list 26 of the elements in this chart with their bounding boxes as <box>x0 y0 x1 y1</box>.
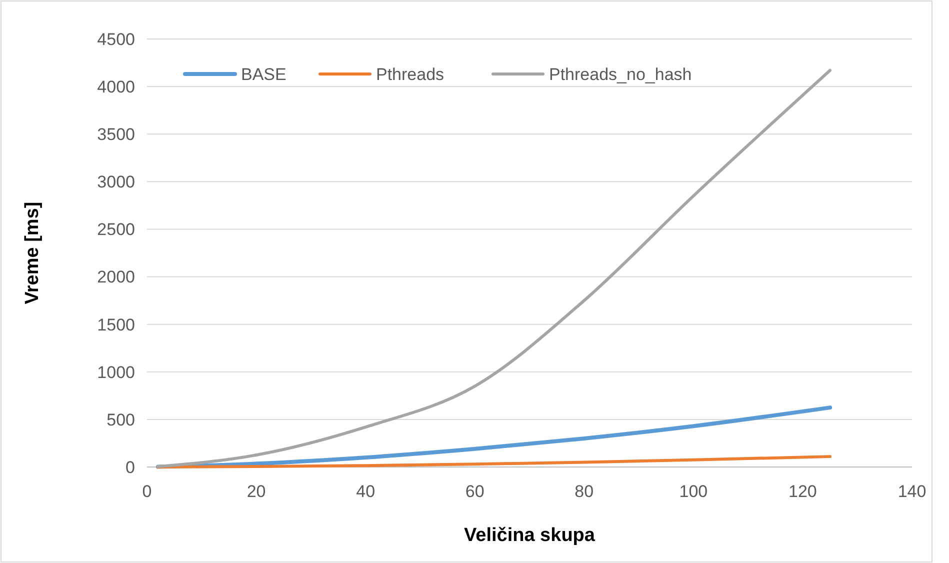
x-tick-label: 140 <box>898 482 926 501</box>
y-tick-label: 1500 <box>97 315 135 334</box>
legend-label: Pthreads_no_hash <box>549 64 692 84</box>
x-tick-label: 100 <box>679 482 708 501</box>
y-tick-label: 3000 <box>97 172 135 192</box>
x-tick-label: 20 <box>246 482 266 501</box>
y-tick-label: 2000 <box>97 268 135 287</box>
x-tick-label: 60 <box>465 482 484 501</box>
x-tick-label: 0 <box>142 482 152 501</box>
y-axis-title: Vreme [ms] <box>22 202 43 304</box>
x-tick-label: 80 <box>574 482 594 501</box>
x-axis-title: Veličina skupa <box>464 525 596 546</box>
y-tick-label: 4000 <box>97 78 135 97</box>
x-tick-label: 40 <box>356 482 376 501</box>
y-tick-label: 1000 <box>97 362 135 382</box>
y-tick-label: 2500 <box>97 220 135 240</box>
y-tick-label: 4500 <box>97 30 135 49</box>
y-tick-label: 0 <box>126 458 135 477</box>
x-tick-label: 120 <box>788 482 817 501</box>
line-series <box>156 455 832 468</box>
y-tick-label: 500 <box>106 410 135 430</box>
legend-label: BASE <box>241 64 286 84</box>
line-series <box>156 406 832 469</box>
line-series <box>156 68 832 468</box>
legend-label: Pthreads <box>376 64 444 84</box>
y-tick-label: 3500 <box>97 125 135 144</box>
